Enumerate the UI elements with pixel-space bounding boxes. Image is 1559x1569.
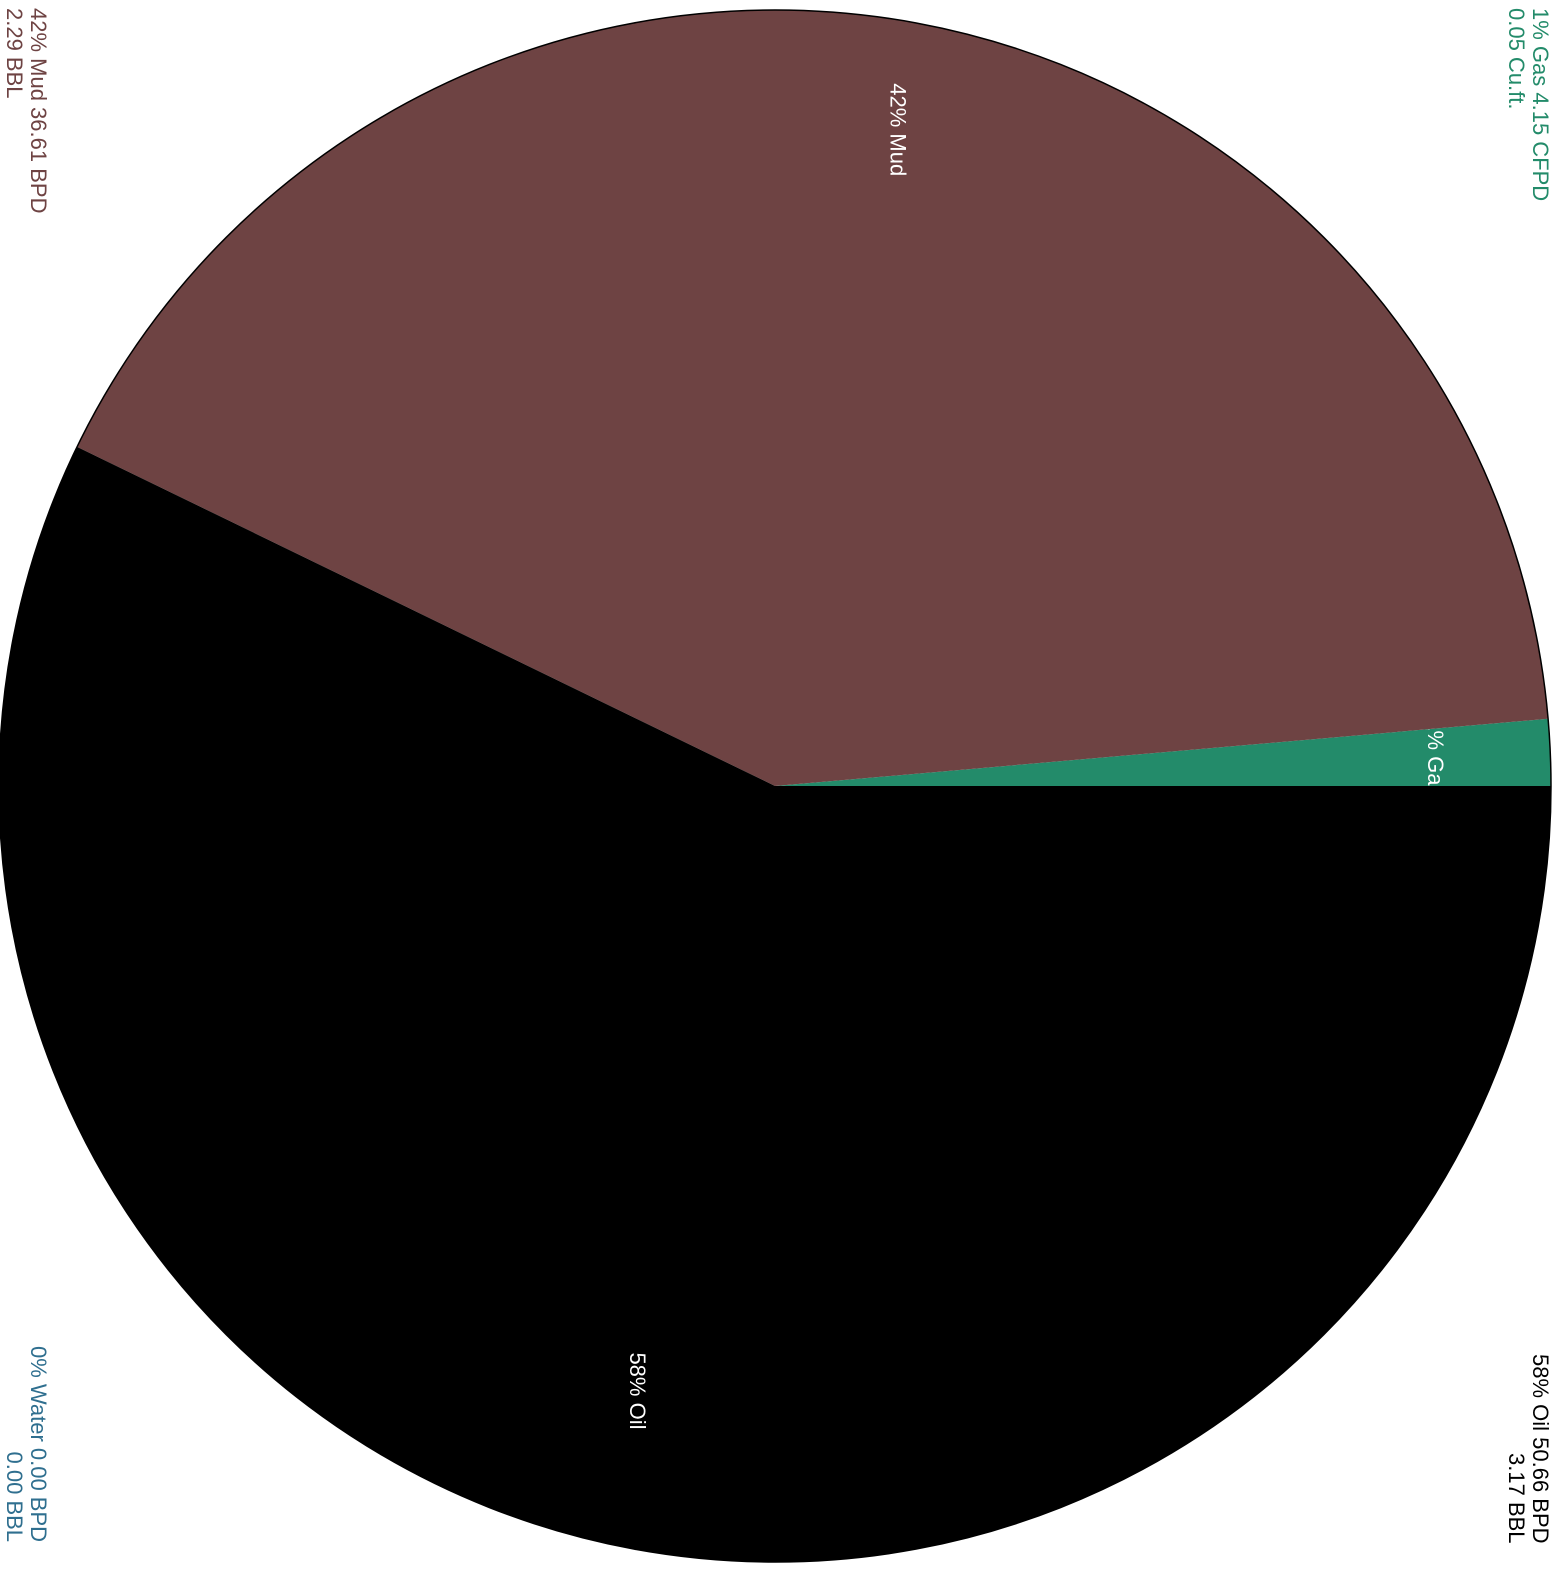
slice-label-mud: 42% Mud: [885, 83, 910, 176]
pie-outline: [0, 9, 1552, 1563]
legend-oil: 58% Oil 50.66 BPD 3.17 BBL: [1504, 1354, 1553, 1544]
pie-slice-mud: [77, 10, 1549, 787]
legend-oil-line1: 58% Oil 50.66 BPD: [1528, 1354, 1553, 1544]
legend-water-line2: 0.00 BBL: [2, 1451, 27, 1543]
legend-mud: 42% Mud 36.61 BPD 2.29 BBL: [2, 8, 51, 214]
slice-label-gas: 1% Gas: [1423, 718, 1448, 796]
legend-water: 0% Water 0.00 BPD 0.00 BBL: [2, 1346, 51, 1543]
legend-gas-line2: 0.05 Cu.ft.: [1504, 8, 1529, 110]
legend-gas-line1: 1% Gas 4.15 CFPD: [1528, 8, 1553, 202]
legend-oil-line2: 3.17 BBL: [1504, 1453, 1529, 1544]
legend-water-line1: 0% Water 0.00 BPD: [26, 1346, 51, 1543]
legend-gas: 1% Gas 4.15 CFPD 0.05 Cu.ft.: [1504, 8, 1553, 202]
pie-slice-gas: [775, 718, 1551, 786]
pie-slice-oil: [0, 446, 1551, 1562]
slice-label-oil: 58% Oil: [625, 1352, 650, 1429]
legend-mud-line1: 42% Mud 36.61 BPD: [26, 8, 51, 214]
legend-mud-line2: 2.29 BBL: [2, 8, 27, 99]
